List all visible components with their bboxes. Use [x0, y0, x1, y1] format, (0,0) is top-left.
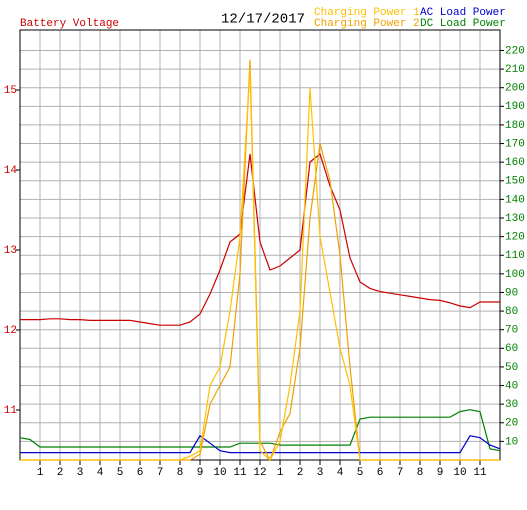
legend-label: DC Load Power	[420, 18, 506, 30]
x-tick-label: 7	[157, 467, 164, 479]
legend-label: AC Load Power	[420, 7, 506, 19]
y2-tick-label: 200	[505, 83, 525, 95]
x-tick-label: 6	[377, 467, 384, 479]
y2-tick-label: 60	[505, 343, 518, 355]
y2-tick-label: 100	[505, 269, 525, 281]
x-tick-label: 6	[137, 467, 144, 479]
y-tick-label: 12	[4, 325, 17, 337]
x-tick-label: 8	[177, 467, 184, 479]
series-line	[20, 152, 500, 326]
y-tick-label: 15	[4, 85, 17, 97]
y2-tick-label: 70	[505, 325, 518, 337]
chart-title: 12/17/2017	[221, 12, 305, 28]
x-tick-label: 5	[357, 467, 364, 479]
y-tick-label: 11	[4, 405, 18, 417]
legend-label: Charging Power 2	[314, 18, 420, 30]
y2-tick-label: 170	[505, 138, 525, 150]
y2-tick-label: 210	[505, 64, 525, 76]
x-tick-label: 5	[117, 467, 124, 479]
y-tick-label: 14	[4, 165, 18, 177]
x-tick-label: 12	[253, 467, 266, 479]
x-tick-label: 3	[77, 467, 84, 479]
plot-border	[19, 29, 501, 461]
x-tick-label: 11	[473, 467, 487, 479]
x-tick-label: 4	[97, 467, 104, 479]
y2-tick-label: 10	[505, 436, 518, 448]
y2-tick-label: 130	[505, 213, 525, 225]
x-tick-label: 11	[233, 467, 247, 479]
y2-tick-label: 140	[505, 194, 525, 206]
series-line	[20, 434, 501, 454]
legend-label: Charging Power 1	[314, 7, 420, 19]
y2-tick-label: 190	[505, 101, 525, 113]
y2-tick-label: 160	[505, 157, 525, 169]
legend-label: Battery Voltage	[20, 18, 119, 30]
y-tick-label: 13	[4, 245, 17, 257]
x-tick-label: 3	[317, 467, 324, 479]
x-tick-label: 1	[37, 467, 44, 479]
x-tick-label: 4	[337, 467, 344, 479]
y2-tick-label: 180	[505, 120, 525, 132]
x-tick-label: 2	[297, 467, 304, 479]
x-tick-label: 9	[437, 467, 444, 479]
series-line	[20, 69, 500, 461]
y2-tick-label: 30	[505, 399, 518, 411]
x-tick-label: 8	[417, 467, 424, 479]
y2-tick-label: 40	[505, 380, 518, 392]
x-tick-label: 10	[453, 467, 466, 479]
x-tick-label: 10	[213, 467, 226, 479]
y2-tick-label: 90	[505, 287, 518, 299]
x-tick-label: 9	[197, 467, 204, 479]
y2-tick-label: 50	[505, 362, 518, 374]
y2-tick-label: 220	[505, 45, 525, 57]
y2-tick-label: 150	[505, 176, 525, 188]
y2-tick-label: 80	[505, 306, 518, 318]
y2-tick-label: 120	[505, 232, 525, 244]
x-tick-label: 2	[57, 467, 64, 479]
y2-tick-label: 20	[505, 418, 518, 430]
x-tick-label: 7	[397, 467, 404, 479]
y2-tick-label: 110	[505, 250, 525, 262]
x-tick-label: 1	[277, 467, 284, 479]
